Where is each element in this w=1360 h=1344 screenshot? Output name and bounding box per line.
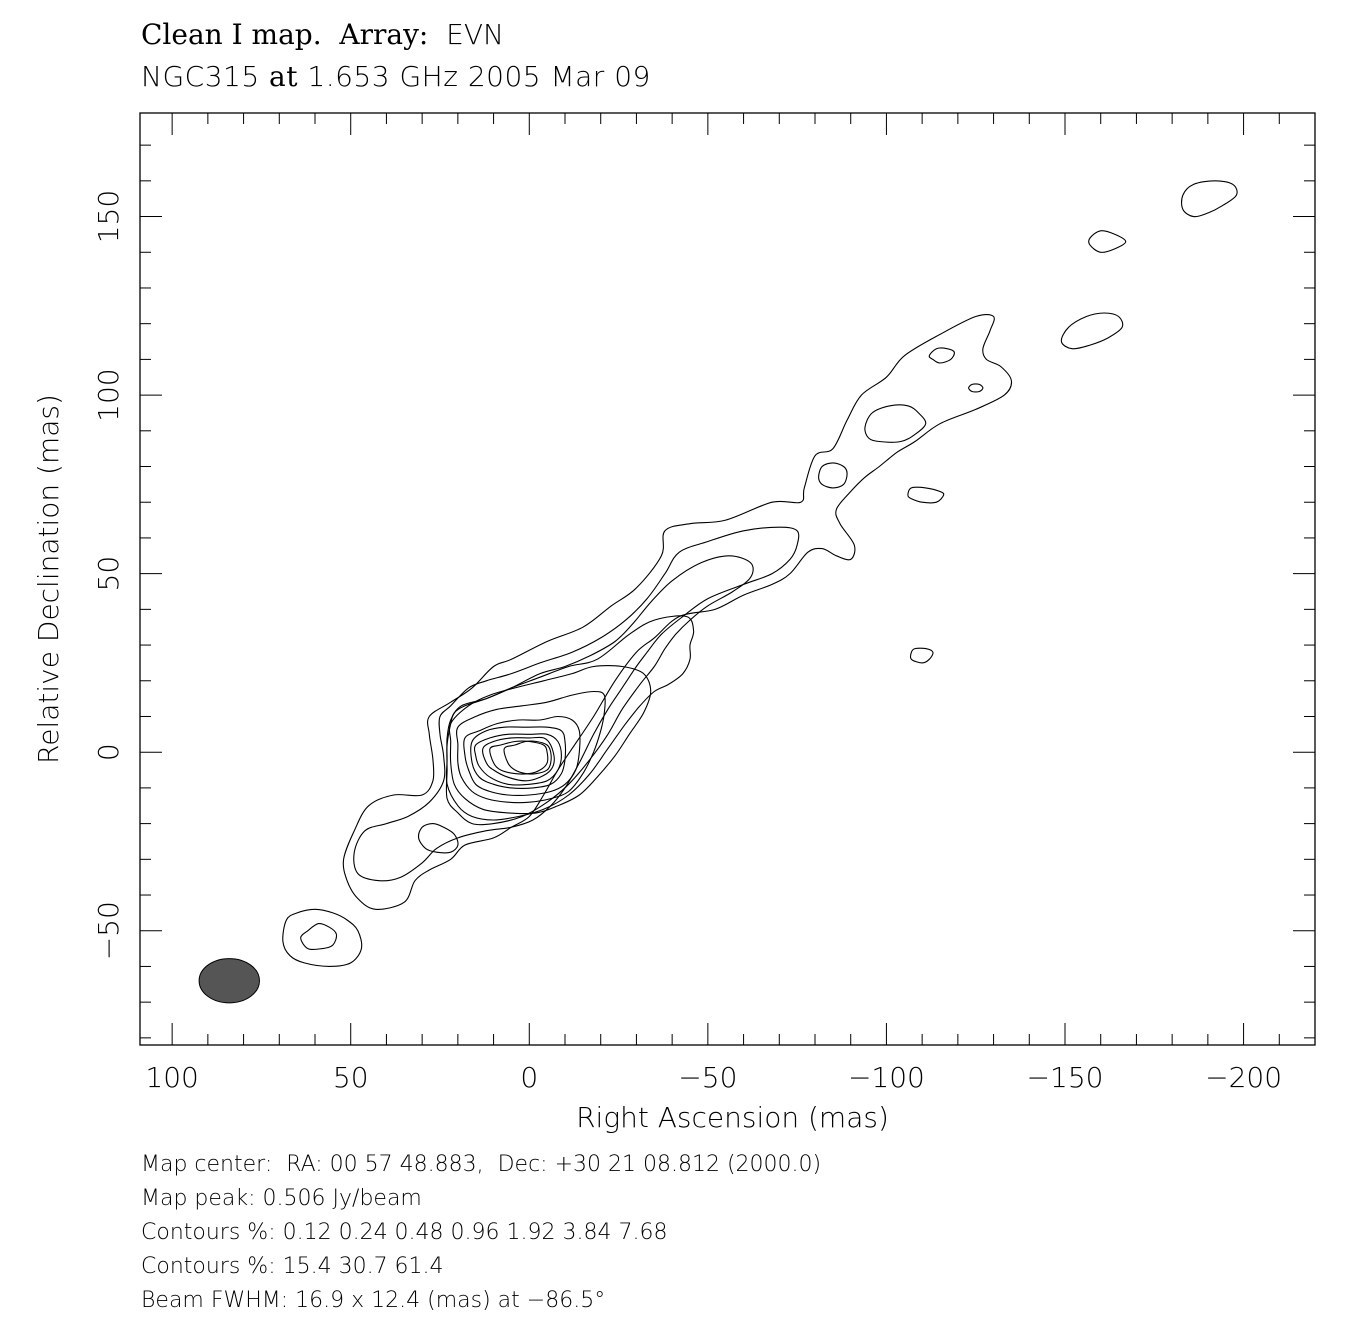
x-tick-label: −150 <box>1027 1061 1104 1094</box>
chart-title-line2: NGC315 at 1.653 GHz 2005 Mar 09 <box>141 60 651 93</box>
contour-jet-1 <box>353 526 800 882</box>
title-array: EVN <box>446 18 504 51</box>
contour-jet-2 <box>445 555 754 826</box>
contour-knot-110 <box>907 486 945 504</box>
title-frequency-date: 1.653 GHz 2005 Mar 09 <box>307 60 651 93</box>
contour-knot-115 <box>928 347 955 364</box>
contour-knot-sw <box>417 823 459 854</box>
x-axis-label: Right Ascension (mas) <box>576 1101 889 1134</box>
contour-core-1 <box>448 665 652 815</box>
x-tick-label: 100 <box>145 1061 198 1094</box>
contours-text-1: Contours %: 0.12 0.24 0.48 0.96 1.92 3.8… <box>141 1220 668 1245</box>
contour-knot-125 <box>968 383 984 393</box>
contour-core-6 <box>482 736 555 782</box>
contour-main-outer <box>342 314 1013 910</box>
y-tick-label: 100 <box>92 368 125 421</box>
x-tick-label: −200 <box>1205 1061 1282 1094</box>
plot-frame <box>139 112 1316 1046</box>
contour-knot-190 <box>1181 180 1238 218</box>
contour-core-4 <box>470 726 566 789</box>
contour-core-5 <box>473 733 562 786</box>
x-tick-label: −100 <box>848 1061 925 1094</box>
x-tick-label: 0 <box>520 1061 538 1094</box>
contour-core-3 <box>463 715 581 796</box>
contour-blob-ne-inner <box>300 922 338 951</box>
chart-title-line1: Clean I map. Array: EVN <box>141 18 504 51</box>
contour-knot-85 <box>818 462 848 489</box>
map-peak-text: Map peak: 0.506 Jy/beam <box>141 1186 422 1211</box>
map-center-text: Map center: RA: 00 57 48.883, Dec: +30 2… <box>141 1152 822 1177</box>
beam-fwhm-text: Beam FWHM: 16.9 x 12.4 (mas) at −86.5° <box>141 1288 606 1313</box>
title-source: NGC315 <box>141 60 260 93</box>
y-tick-label: 150 <box>92 190 125 243</box>
y-axis-label: Relative Declination (mas) <box>32 394 65 764</box>
contours-text-2: Contours %: 15.4 30.7 61.4 <box>141 1254 444 1279</box>
contour-jet-3 <box>445 615 695 821</box>
map-info-footer: Map center: RA: 00 57 48.883, Dec: +30 2… <box>141 1148 821 1318</box>
y-tick-label: 0 <box>92 743 125 761</box>
contour-knot-110-low <box>909 647 934 664</box>
x-tick-label: 50 <box>333 1061 369 1094</box>
title-prefix: Clean I map. Array: <box>141 18 429 51</box>
y-tick-label: −50 <box>92 901 125 960</box>
contour-knot-105 <box>864 404 927 443</box>
x-tick-label: −50 <box>678 1061 737 1094</box>
contour-blob-ne-outer <box>282 908 363 967</box>
contour-core-8 <box>503 740 552 775</box>
title-at: at <box>269 60 298 93</box>
contour-core-7 <box>489 740 549 775</box>
contour-knot-150 <box>1060 312 1124 350</box>
contour-knot-160 <box>1088 230 1127 253</box>
beam-ellipse <box>198 958 260 1004</box>
contour-core-2 <box>456 690 606 804</box>
y-tick-label: 50 <box>92 556 125 592</box>
